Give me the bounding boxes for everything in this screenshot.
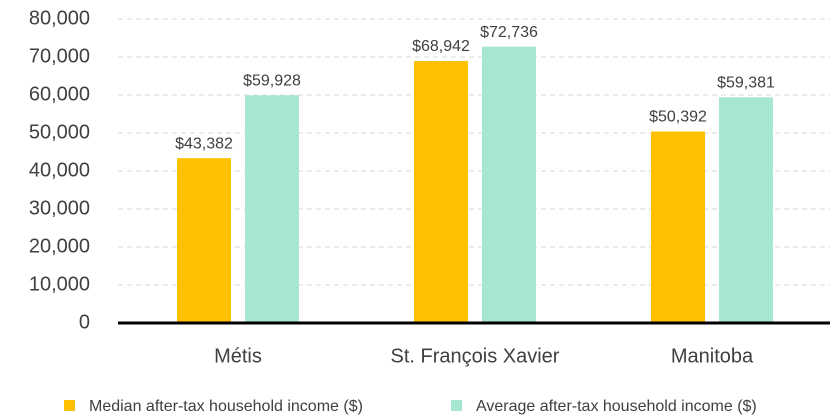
y-tick-label: 20,000 <box>29 235 90 257</box>
y-tick-label: 40,000 <box>29 159 90 181</box>
legend-label: Average after-tax household income ($) <box>476 398 757 415</box>
y-tick-label: 50,000 <box>29 121 90 143</box>
bar <box>482 46 536 323</box>
value-label: $43,382 <box>175 135 233 152</box>
y-tick-label: 30,000 <box>29 197 90 219</box>
y-tick-label: 70,000 <box>29 45 90 67</box>
bar <box>177 158 231 323</box>
legend-swatch <box>451 400 462 411</box>
y-tick-label: 80,000 <box>29 7 90 29</box>
legend-swatch <box>64 400 75 411</box>
x-tick-label: Métis <box>214 345 262 367</box>
value-label: $72,736 <box>480 24 538 41</box>
value-label: $59,381 <box>717 75 775 92</box>
x-tick-label: Manitoba <box>671 345 754 367</box>
y-tick-label: 0 <box>79 311 90 333</box>
x-tick-label: St. François Xavier <box>391 345 560 367</box>
bar <box>719 97 773 323</box>
bar <box>245 95 299 324</box>
value-label: $59,928 <box>243 72 301 89</box>
value-label: $68,942 <box>412 38 470 55</box>
value-label: $50,392 <box>649 109 707 126</box>
bar <box>414 61 468 324</box>
y-tick-label: 10,000 <box>29 273 90 295</box>
bar <box>651 131 705 323</box>
legend-label: Median after-tax household income ($) <box>89 398 363 415</box>
y-tick-label: 60,000 <box>29 83 90 105</box>
